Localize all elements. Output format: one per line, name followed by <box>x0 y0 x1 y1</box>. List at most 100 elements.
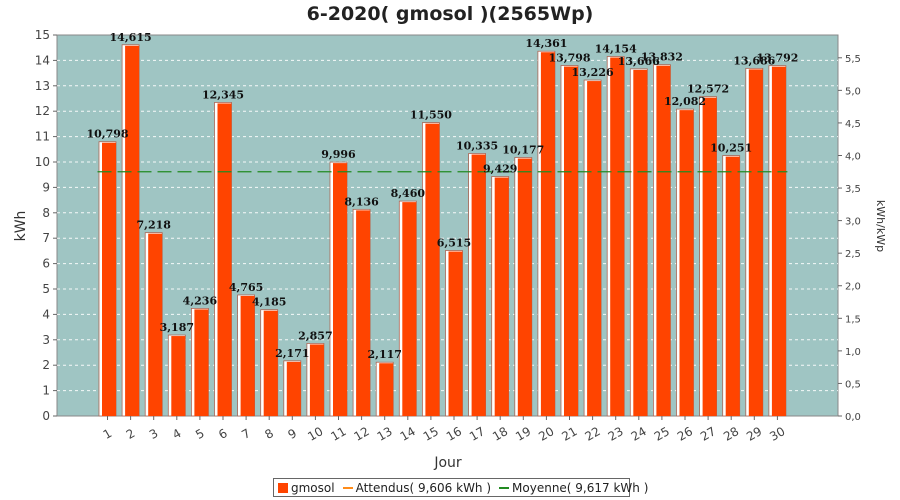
y2-tick-label: 2,5 <box>845 249 861 260</box>
bar <box>237 294 256 417</box>
bar <box>768 65 787 417</box>
data-label: 14,615 <box>110 31 152 44</box>
bar <box>121 44 140 417</box>
y-tick-label: 11 <box>35 130 50 144</box>
x-axis: 1 2 3 4 5 6 7 8 9 10 11 12 13 14 15 16 17 18 19 20 21 22 23 24 2… <box>101 416 788 444</box>
bar-fill <box>679 110 694 417</box>
bar-fill <box>564 66 578 417</box>
x-tick-label: 25 <box>652 424 672 444</box>
bar-fill <box>171 336 186 416</box>
data-label: 12,345 <box>202 88 244 101</box>
legend: gmosol Attendus( 9,606 kWh ) Moyenne( 9,… <box>273 478 648 497</box>
bar-fill <box>240 295 255 416</box>
data-label: 13,226 <box>572 66 614 79</box>
x-tick-label: 23 <box>606 424 626 444</box>
y-tick-label: 8 <box>42 206 50 220</box>
x-tick-label: 4 <box>170 426 184 442</box>
data-label: 14,154 <box>595 42 637 55</box>
x-tick-label: 9 <box>285 426 299 442</box>
data-label: 8,136 <box>344 195 379 208</box>
data-label: 2,857 <box>298 329 332 342</box>
y-tick-label: 2 <box>42 358 50 372</box>
bar-fill <box>217 103 232 416</box>
x-tick-label: 17 <box>467 424 487 444</box>
y-tick-label: 5 <box>42 282 50 296</box>
x-tick-label: 7 <box>239 426 253 442</box>
bar <box>653 64 671 417</box>
x-axis-title: Jour <box>433 455 462 471</box>
data-label: 13,798 <box>548 52 590 65</box>
x-tick-label: 1 <box>101 426 115 442</box>
y2-tick-label: 4,5 <box>845 119 861 130</box>
y2-tick-label: 2,0 <box>845 282 861 293</box>
legend-swatch-moyenne <box>499 486 510 489</box>
y-tick-label: 13 <box>35 79 50 93</box>
x-tick-label: 12 <box>351 424 371 444</box>
data-label: 4,765 <box>229 281 263 294</box>
bar-fill <box>333 163 347 416</box>
y2-axis: 0,0 0,5 1,0 1,5 2,0 2,5 3,0 3,5 4,0 4,5 5,0 5,5 <box>838 54 861 423</box>
bar-fill <box>540 52 555 417</box>
bar-fill <box>748 69 763 416</box>
x-tick-label: 18 <box>490 424 510 444</box>
bar <box>352 208 371 417</box>
y-tick-label: 10 <box>35 155 50 169</box>
bar-fill <box>771 66 786 416</box>
bar-fill <box>471 154 486 416</box>
bar-fill <box>425 123 440 416</box>
bar <box>629 68 648 417</box>
legend-swatch-attendus <box>342 486 353 489</box>
data-label: 11,550 <box>410 109 452 122</box>
legend-item-moyenne: Moyenne( 9,617 kWh ) <box>499 481 648 495</box>
x-tick-label: 8 <box>262 426 276 442</box>
legend-item-attendus: Attendus( 9,606 kWh ) <box>342 481 491 495</box>
bar-fill <box>102 142 116 416</box>
bar-fill <box>517 158 532 416</box>
x-tick-label: 10 <box>305 424 325 444</box>
legend-label-moyenne: Moyenne( 9,617 kWh ) <box>512 480 649 495</box>
data-label: 7,218 <box>136 219 171 232</box>
bar-fill <box>402 202 417 416</box>
bar-fill <box>725 156 740 416</box>
bar <box>491 176 510 417</box>
data-label: 12,572 <box>687 83 729 96</box>
y2-tick-label: 3,5 <box>845 184 861 195</box>
bar-fill <box>125 45 140 417</box>
y2-tick-label: 5,5 <box>845 54 861 65</box>
x-tick-label: 11 <box>328 424 348 444</box>
bar <box>190 308 209 417</box>
legend-label-gmosol: gmosol <box>291 480 335 495</box>
y-tick-label: 0 <box>42 409 50 423</box>
y2-tick-label: 3,0 <box>845 217 861 228</box>
bar-fill <box>356 210 371 416</box>
y-tick-label: 9 <box>42 180 50 194</box>
bar-fill <box>379 363 394 416</box>
bar <box>375 361 394 417</box>
bar-fill <box>309 344 324 416</box>
data-label: 8,460 <box>391 187 426 200</box>
x-tick-label: 6 <box>216 426 230 442</box>
bar-fill <box>448 251 463 416</box>
x-tick-label: 3 <box>147 426 161 442</box>
y2-tick-label: 1,5 <box>845 314 861 325</box>
bar-fill <box>148 233 163 416</box>
x-tick-label: 16 <box>444 424 464 444</box>
legend-swatch-bar <box>278 482 288 493</box>
bar <box>676 108 694 417</box>
y2-axis-title: kWh/kWp <box>874 200 887 252</box>
bar <box>560 65 579 417</box>
data-labels: 10,798 14,615 7,218 3,187 4,236 12,345 4,765 4,… <box>86 31 798 361</box>
bar <box>98 141 117 417</box>
x-tick-label: 19 <box>513 424 533 444</box>
x-tick-label: 21 <box>559 424 579 444</box>
x-tick-label: 15 <box>421 424 441 444</box>
y2-tick-label: 4,0 <box>845 151 861 162</box>
data-label: 9,996 <box>321 148 356 161</box>
y2-tick-label: 0,0 <box>845 412 861 423</box>
bar-fill <box>702 97 717 416</box>
bar <box>699 96 717 417</box>
data-label: 13,686 <box>733 54 775 67</box>
y-tick-label: 14 <box>35 53 50 67</box>
